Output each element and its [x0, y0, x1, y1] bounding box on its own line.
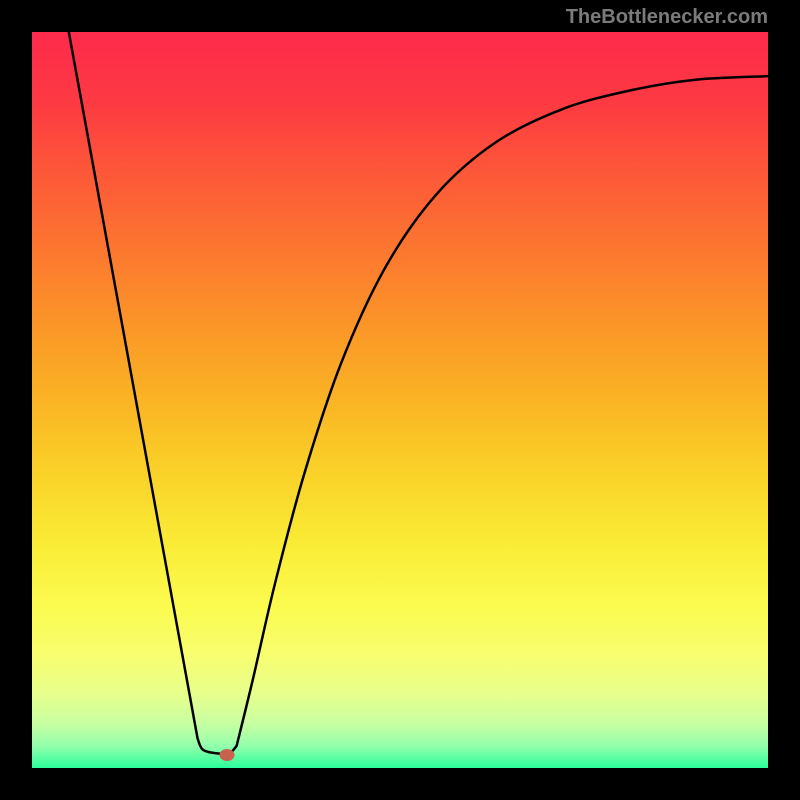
watermark-text: TheBottlenecker.com: [566, 6, 768, 29]
min-marker: [220, 749, 235, 761]
plot-area: [32, 32, 768, 768]
chart-container: TheBottlenecker.com: [0, 0, 800, 800]
